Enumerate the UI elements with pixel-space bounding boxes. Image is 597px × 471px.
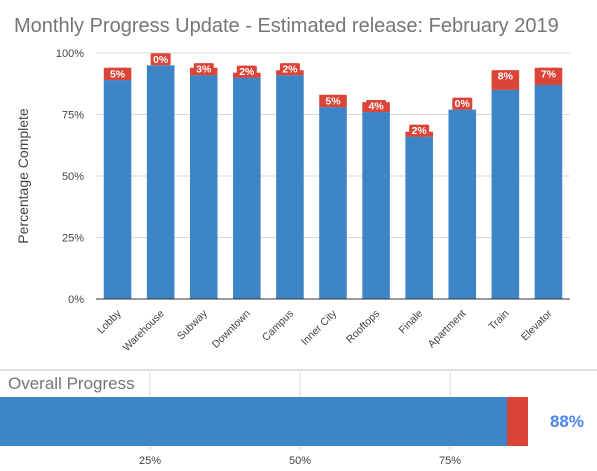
x-category-label: Elevator (519, 307, 555, 343)
bar-completed (448, 109, 477, 299)
x-category-label: Downtown (210, 308, 253, 351)
x-category-label: Subway (175, 307, 210, 342)
data-label: 0% (153, 54, 169, 66)
data-label-bg (193, 63, 214, 76)
y-tick-label: 25% (62, 233, 84, 245)
data-label: 2% (412, 125, 428, 137)
y-axis-ticks: 0% 25% 50% 75% 100% (56, 48, 84, 306)
x-category-label: Warehouse (121, 308, 167, 354)
overall-tick-label: 50% (289, 455, 311, 467)
y-tick-label: 75% (62, 110, 84, 122)
x-category-label: Rooftops (344, 308, 382, 346)
data-label-bg (538, 67, 559, 80)
bar-completed (362, 112, 390, 299)
data-label: 4% (368, 101, 384, 113)
bar-completed (491, 89, 520, 300)
data-label: 3% (196, 64, 212, 76)
data-label: 5% (110, 68, 126, 80)
data-label: 7% (541, 68, 557, 80)
y-tick-label: 50% (62, 171, 84, 183)
data-label: 2% (239, 66, 255, 78)
overall-progress-title: Overall Progress (8, 374, 135, 393)
overall-tick-label: 75% (439, 455, 461, 467)
x-category-label: Finale (397, 308, 426, 337)
data-label-bg (107, 67, 128, 80)
overall-percentage: 88% (550, 412, 584, 431)
bar-completed (534, 84, 563, 299)
data-label-bg (323, 94, 343, 107)
data-label: 2% (282, 64, 298, 76)
data-label-bg (150, 53, 171, 66)
x-category-label: Apartment (426, 308, 469, 351)
x-category-label: Inner City (299, 307, 340, 348)
data-label-bg (452, 97, 473, 110)
y-tick-label: 100% (56, 48, 84, 60)
bar-completed (189, 75, 218, 299)
overall-bar-completed (0, 397, 507, 446)
overall-bar-remaining (507, 397, 528, 446)
chart-title: Monthly Progress Update - Estimated rele… (14, 15, 559, 37)
bar-completed (146, 65, 175, 299)
bar-completed (276, 75, 304, 299)
bar-completed (319, 107, 347, 300)
bar-completed (103, 80, 132, 299)
data-label: 0% (455, 98, 471, 110)
data-label: 8% (498, 71, 514, 83)
data-label-bg (495, 70, 516, 83)
x-category-label: Lobby (95, 307, 124, 336)
bar-completed (233, 77, 261, 299)
data-label-bg (366, 100, 387, 113)
overall-tick-label: 25% (139, 455, 161, 467)
data-label-bg (236, 65, 257, 78)
data-label-bg (409, 124, 430, 137)
data-label: 5% (325, 95, 341, 107)
y-axis-label: Percentage Complete (15, 108, 31, 244)
data-labels: 5% 0% 3% 2% 2% 5% 4% 2% 0% 8% 7% (107, 53, 559, 137)
y-tick-label: 0% (68, 294, 84, 306)
bars (103, 65, 563, 300)
x-category-label: Train (486, 308, 511, 333)
x-category-label: Campus (260, 308, 296, 344)
data-label-bg (279, 63, 300, 76)
bar-completed (405, 136, 433, 299)
